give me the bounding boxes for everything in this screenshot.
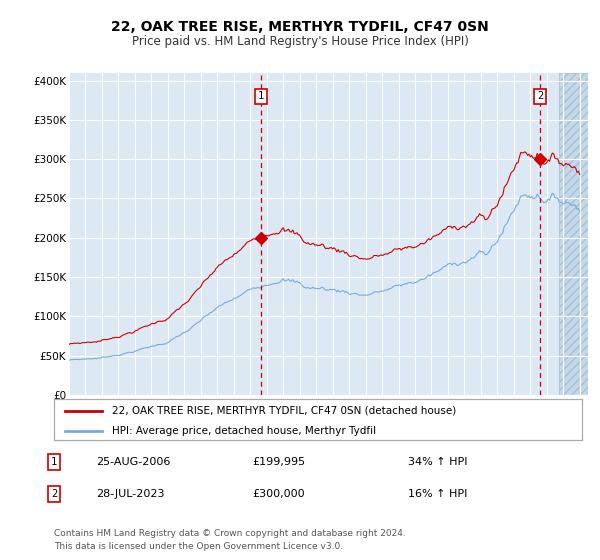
Text: 16% ↑ HPI: 16% ↑ HPI [408, 489, 467, 499]
Text: Contains HM Land Registry data © Crown copyright and database right 2024.
This d: Contains HM Land Registry data © Crown c… [54, 529, 406, 550]
Text: 28-JUL-2023: 28-JUL-2023 [96, 489, 164, 499]
Text: 34% ↑ HPI: 34% ↑ HPI [408, 457, 467, 467]
Text: 2: 2 [537, 91, 543, 101]
Text: £199,995: £199,995 [252, 457, 305, 467]
Text: 25-AUG-2006: 25-AUG-2006 [96, 457, 170, 467]
Bar [559, 73, 588, 395]
Bar [559, 73, 588, 395]
Text: 2: 2 [51, 489, 57, 499]
Text: 22, OAK TREE RISE, MERTHYR TYDFIL, CF47 0SN: 22, OAK TREE RISE, MERTHYR TYDFIL, CF47 … [111, 20, 489, 34]
Text: £300,000: £300,000 [252, 489, 305, 499]
Text: 22, OAK TREE RISE, MERTHYR TYDFIL, CF47 0SN (detached house): 22, OAK TREE RISE, MERTHYR TYDFIL, CF47 … [112, 405, 457, 416]
Text: 1: 1 [258, 91, 265, 101]
Text: 1: 1 [51, 457, 57, 467]
Text: HPI: Average price, detached house, Merthyr Tydfil: HPI: Average price, detached house, Mert… [112, 426, 376, 436]
Text: Price paid vs. HM Land Registry's House Price Index (HPI): Price paid vs. HM Land Registry's House … [131, 35, 469, 48]
